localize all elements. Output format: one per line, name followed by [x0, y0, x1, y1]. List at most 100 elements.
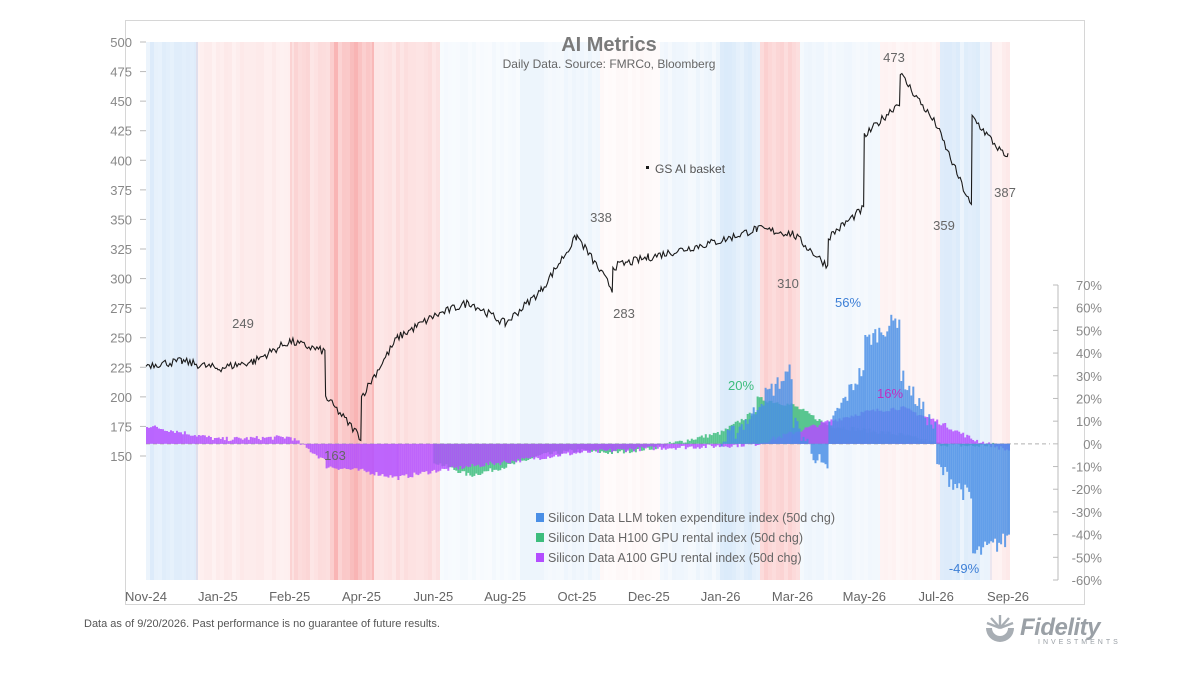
regime-band [380, 42, 384, 580]
regime-band [244, 42, 248, 580]
regime-band [302, 42, 306, 580]
bar-a100 [940, 425, 943, 444]
bar-a100 [451, 443, 454, 467]
bar-a100 [664, 443, 667, 450]
bar-h100 [724, 428, 727, 444]
annotation-label: 56% [835, 295, 861, 310]
bar-a100 [281, 437, 284, 444]
bar-a100 [624, 443, 627, 453]
bar-h100 [678, 440, 681, 444]
bar-a100 [375, 443, 378, 473]
bar-a100 [150, 427, 152, 444]
regime-band [732, 42, 736, 580]
bar-a100 [732, 443, 735, 445]
regime-band [716, 42, 720, 580]
annotations: 249 163 338 283 310 473 359 387 20% 56% 16% -49% [232, 50, 1016, 576]
regime-band [888, 42, 892, 580]
bar-a100 [283, 438, 286, 444]
bar-llm [828, 421, 831, 444]
bar-a100 [702, 443, 705, 446]
regime-band [596, 42, 600, 580]
bar-h100 [702, 437, 705, 444]
bar-llm [936, 443, 939, 465]
y-right-tick-label: 0% [1083, 437, 1102, 452]
bar-llm [992, 443, 995, 543]
regime-band [704, 42, 708, 580]
bar-llm [800, 440, 803, 444]
bar-llm [812, 443, 815, 461]
chart-subtitle: Daily Data. Source: FMRCo, Bloomberg [503, 57, 716, 71]
bar-llm [970, 443, 973, 499]
bar-a100 [185, 434, 188, 444]
bar-llm [980, 443, 983, 555]
regime-band [636, 42, 640, 580]
bar-a100 [946, 427, 949, 444]
regime-band [354, 42, 358, 580]
annotation-label: 387 [994, 185, 1016, 200]
bar-llm [840, 402, 843, 444]
regime-band [460, 42, 464, 580]
regime-band [776, 42, 780, 580]
bar-a100 [383, 443, 386, 477]
regime-band [294, 42, 298, 580]
bar-llm [766, 389, 769, 444]
regime-band [728, 42, 732, 580]
bar-llm [846, 400, 849, 444]
regime-band [372, 42, 376, 580]
bar-a100 [331, 443, 334, 468]
bar-a100 [622, 443, 625, 450]
regime-band [800, 42, 804, 580]
bar-llm [862, 370, 865, 444]
regime-band [284, 42, 288, 580]
bar-llm [926, 425, 929, 444]
regime-band [772, 42, 776, 580]
bar-llm [880, 332, 883, 444]
bar-h100 [712, 432, 715, 444]
bar-a100 [243, 438, 246, 444]
bar-a100 [211, 439, 214, 444]
bar-a100 [265, 437, 268, 444]
regime-band [912, 42, 916, 580]
bar-a100 [257, 438, 260, 444]
bar-llm [760, 404, 763, 444]
bar-a100 [535, 443, 538, 458]
bar-llm [804, 441, 807, 444]
bar-a100 [317, 443, 320, 459]
regime-band [264, 42, 268, 580]
bar-a100 [166, 431, 168, 444]
bar-llm [968, 443, 971, 492]
bar-a100 [172, 431, 174, 444]
bar-h100 [692, 439, 695, 444]
bar-llm [728, 430, 731, 444]
bar-llm [720, 443, 723, 447]
bar-a100 [700, 443, 703, 448]
bar-llm [886, 331, 889, 444]
bar-a100 [329, 443, 332, 467]
bar-a100 [441, 443, 444, 469]
bar-a100 [936, 419, 939, 444]
regime-band [232, 42, 236, 580]
bar-a100 [485, 443, 488, 463]
regime-band [840, 42, 844, 580]
regime-band [194, 42, 198, 580]
regime-band [764, 42, 768, 580]
bar-a100 [319, 443, 322, 458]
bar-llm [952, 443, 955, 490]
bar-llm [768, 388, 771, 444]
regime-band [792, 42, 796, 580]
bar-a100 [597, 443, 599, 453]
regime-band [808, 42, 812, 580]
bar-a100 [537, 443, 540, 459]
bar-h100 [648, 443, 651, 450]
bar-a100 [279, 436, 282, 444]
y-right-tick-label: -60% [1072, 573, 1103, 588]
regime-band [220, 42, 224, 580]
bar-h100 [682, 442, 685, 444]
bar-a100 [475, 443, 478, 466]
regime-band [182, 42, 186, 580]
bar-llm [892, 320, 895, 444]
y-right-tick-label: 10% [1076, 414, 1102, 429]
bar-h100 [670, 443, 673, 444]
bar-a100 [187, 434, 190, 444]
bar-a100 [808, 426, 811, 444]
